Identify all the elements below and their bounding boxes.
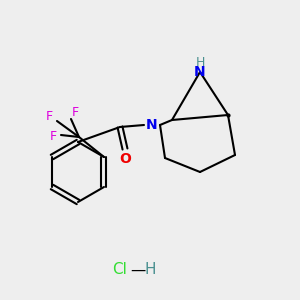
Text: F: F — [50, 130, 56, 143]
Text: H: H — [195, 56, 205, 68]
Text: F: F — [45, 110, 52, 124]
Text: H: H — [144, 262, 156, 278]
Text: F: F — [71, 106, 79, 119]
Text: —: — — [130, 262, 146, 278]
Text: N: N — [146, 118, 158, 132]
Text: Cl: Cl — [112, 262, 128, 278]
Text: N: N — [194, 65, 206, 79]
Text: O: O — [119, 152, 131, 166]
